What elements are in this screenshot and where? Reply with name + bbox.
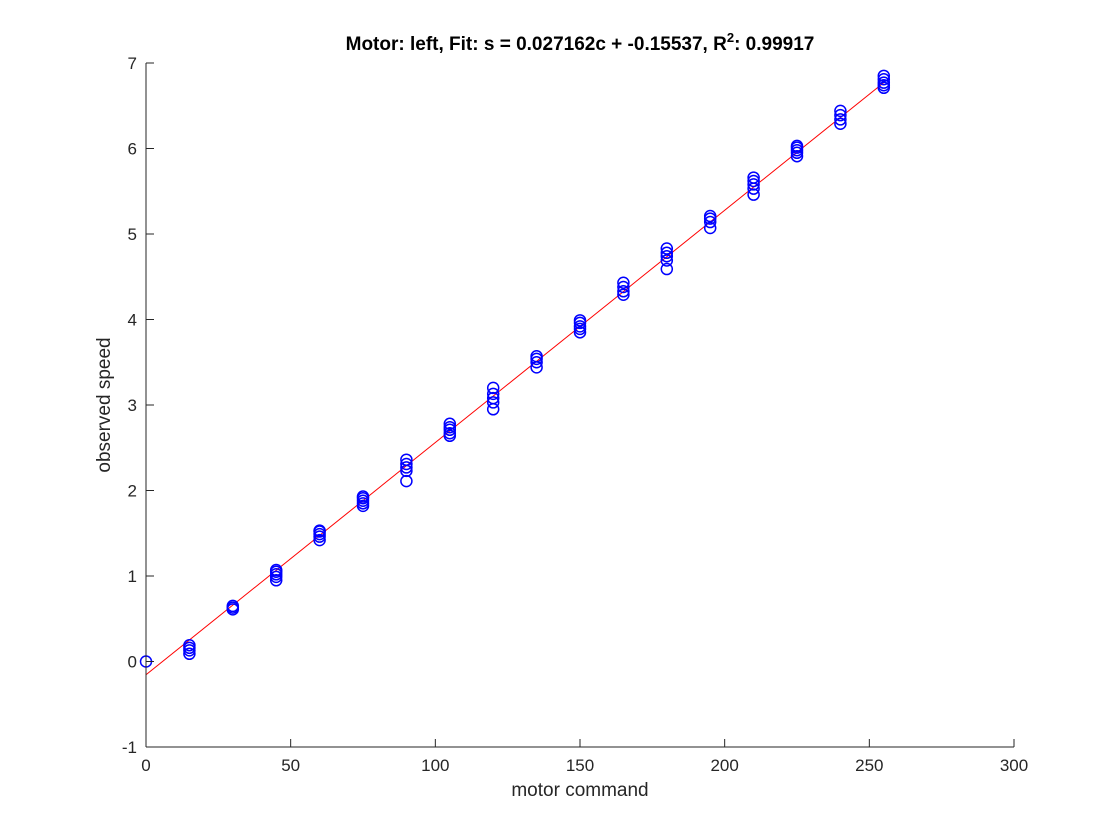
data-point [573, 326, 587, 339]
data-point [617, 276, 630, 289]
chart-title-main: Motor: left, Fit: s = 0.027162c + -0.155… [346, 34, 727, 55]
x-tick-label: 100 [421, 756, 449, 775]
y-tick-label: 0 [128, 653, 137, 672]
x-tick-label: 250 [855, 756, 883, 775]
data-point [443, 420, 457, 434]
data-point [660, 262, 674, 276]
data-point [703, 209, 717, 223]
data-point [573, 314, 587, 327]
x-tick-label: 0 [141, 756, 150, 775]
x-tick-label: 50 [281, 756, 300, 775]
data-point [660, 254, 674, 267]
data-point [226, 599, 240, 613]
data-point [617, 288, 630, 301]
data-point [660, 246, 674, 260]
data-point [703, 221, 717, 235]
chart-title: Motor: left, Fit: s = 0.027162c + -0.155… [346, 30, 815, 55]
data-point [486, 381, 500, 395]
y-tick-label: 4 [128, 311, 137, 330]
y-tick-label: 6 [128, 140, 137, 159]
data-point [660, 242, 674, 255]
fit-line [145, 82, 885, 676]
data-point [486, 387, 500, 401]
y-tick-label: 3 [128, 396, 137, 415]
data-point [313, 533, 326, 547]
data-point [617, 285, 630, 298]
data-point [790, 139, 804, 153]
x-tick-label: 300 [1000, 756, 1028, 775]
data-point [834, 104, 847, 118]
data-point [313, 524, 326, 537]
y-tick-label: 7 [128, 54, 137, 73]
data-point [530, 350, 543, 363]
x-axis-label: motor command [511, 780, 648, 801]
chart-title-superscript: 2 [727, 30, 734, 45]
data-point [877, 76, 891, 89]
data-point [877, 69, 891, 83]
y-tick-label: 5 [128, 225, 137, 244]
data-point [443, 417, 457, 431]
data-point [530, 356, 543, 369]
data-point [617, 280, 630, 294]
data-point [486, 396, 500, 409]
data-point [573, 320, 587, 333]
y-axis-label: observed speed [94, 337, 115, 472]
data-point [660, 249, 674, 263]
data-point [747, 171, 760, 184]
scatter-points-layer [139, 69, 891, 668]
data-point [747, 178, 760, 191]
x-tick-label: 200 [710, 756, 738, 775]
data-point [400, 453, 413, 466]
data-point [443, 426, 457, 440]
y-tick-label: 2 [128, 482, 137, 501]
data-point [269, 563, 283, 577]
data-point [877, 72, 891, 86]
data-point [183, 639, 196, 652]
data-point [747, 174, 760, 188]
plot-area [146, 63, 1014, 747]
data-point [834, 113, 847, 126]
data-point [834, 108, 847, 122]
data-point [356, 490, 370, 503]
data-point [703, 215, 717, 229]
data-point [400, 461, 413, 474]
y-tick-label: 1 [128, 567, 137, 586]
fit-line-layer [145, 82, 885, 676]
chart-title-tail: : 0.99917 [734, 34, 814, 55]
y-tick-label: -1 [122, 738, 137, 757]
data-point [400, 457, 413, 471]
data-point [834, 117, 847, 130]
x-tick-label: 150 [566, 756, 594, 775]
data-point [183, 647, 196, 661]
